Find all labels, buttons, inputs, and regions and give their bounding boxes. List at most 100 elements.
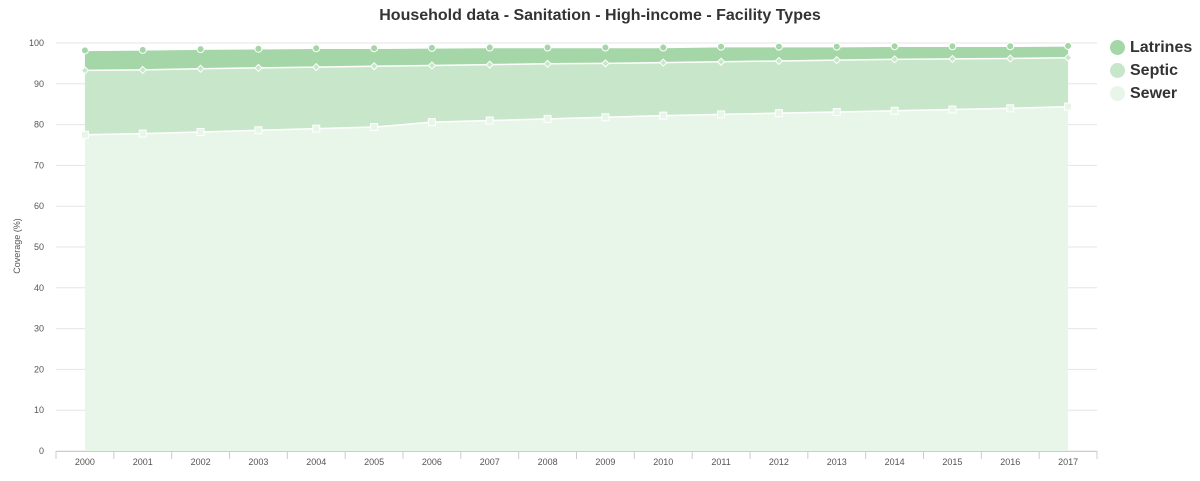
- marker-septic-2009: [601, 59, 610, 68]
- marker-latrines-2013: [832, 42, 841, 51]
- x-tick-label-2008: 2008: [538, 457, 558, 467]
- x-tick-label-2002: 2002: [191, 457, 211, 467]
- area-layer: [84, 45, 1069, 451]
- marker-sewer-2004: [312, 124, 321, 133]
- marker-sewer-2017: [1064, 102, 1073, 111]
- marker-septic-2017: [1063, 53, 1073, 62]
- marker-septic-2010: [659, 58, 668, 67]
- legend-item-latrines[interactable]: Latrines: [1110, 36, 1192, 59]
- legend: Latrines Septic Sewer: [1110, 36, 1192, 105]
- marker-sewer-2016: [1006, 104, 1015, 113]
- marker-septic-2004: [312, 62, 321, 72]
- marker-latrines-2001: [138, 45, 147, 54]
- line-sewer: [84, 105, 1069, 136]
- marker-sewer-2006: [427, 118, 436, 127]
- marker-septic-2012: [774, 56, 784, 66]
- marker-latrines-2005: [370, 44, 379, 53]
- x-tick-label-2005: 2005: [364, 457, 384, 467]
- marker-sewer-2013: [832, 107, 841, 116]
- line-septic: [84, 56, 1069, 72]
- y-tick-label-50: 50: [34, 242, 44, 252]
- marker-latrines-2015: [948, 42, 957, 51]
- y-tick-label-60: 60: [34, 201, 44, 211]
- legend-label-latrines: Latrines: [1130, 38, 1193, 56]
- marker-sewer-2014: [890, 106, 899, 115]
- x-tick-label-2011: 2011: [711, 457, 730, 467]
- x-tick-label-2003: 2003: [248, 457, 268, 467]
- line-latrines: [84, 45, 1069, 52]
- marker-latrines-2004: [312, 44, 321, 53]
- marker-latrines-2017: [1064, 41, 1073, 50]
- marker-latrines-2006: [427, 43, 436, 52]
- marker-septic-2006: [427, 61, 437, 70]
- marker-septic-2005: [369, 62, 379, 71]
- marker-layer: [80, 41, 1073, 139]
- marker-latrines-2016: [1006, 42, 1015, 51]
- marker-sewer-2012: [774, 109, 783, 118]
- marker-sewer-2009: [601, 113, 610, 122]
- y-tick-label-70: 70: [34, 160, 44, 170]
- marker-sewer-2010: [659, 111, 668, 120]
- marker-sewer-2008: [543, 114, 552, 123]
- x-tick-label-2013: 2013: [827, 457, 847, 467]
- area-latrines: [84, 45, 1069, 71]
- marker-sewer-2001: [138, 129, 147, 138]
- y-tick-label-80: 80: [34, 120, 44, 130]
- x-tick-label-2006: 2006: [422, 457, 442, 467]
- chart-title: Household data - Sanitation - High-incom…: [379, 7, 821, 24]
- legend-swatch-septic: [1110, 63, 1125, 78]
- marker-septic-2013: [832, 55, 841, 65]
- axis-layer: 0 10 20 30 40 50 60 70 80 90 100 2000 2001 2002 2003 20…: [29, 38, 1098, 467]
- legend-swatch-latrines: [1110, 40, 1125, 55]
- marker-septic-2008: [543, 59, 552, 69]
- marker-latrines-2008: [543, 43, 552, 52]
- marker-latrines-2009: [601, 43, 610, 52]
- marker-latrines-2000: [80, 46, 89, 55]
- marker-septic-2007: [485, 60, 494, 69]
- legend-item-sewer[interactable]: Sewer: [1110, 82, 1192, 105]
- x-tick-label-2012: 2012: [769, 457, 789, 467]
- marker-latrines-2011: [717, 42, 726, 51]
- x-tick-label-2017: 2017: [1058, 457, 1078, 467]
- marker-septic-2016: [1006, 54, 1015, 63]
- marker-sewer-2003: [254, 126, 263, 135]
- x-tick-label-2004: 2004: [306, 457, 326, 467]
- y-tick-label-30: 30: [34, 324, 44, 334]
- x-tick-label-2015: 2015: [942, 457, 962, 467]
- area-sewer: [84, 106, 1069, 451]
- y-tick-label-0: 0: [39, 446, 44, 456]
- legend-label-septic: Septic: [1130, 61, 1179, 79]
- marker-septic-2014: [890, 55, 899, 64]
- x-tick-label-2014: 2014: [885, 457, 905, 467]
- marker-septic-2000: [80, 66, 90, 75]
- marker-latrines-2003: [254, 44, 263, 53]
- marker-latrines-2002: [196, 45, 205, 54]
- marker-sewer-2005: [370, 123, 379, 132]
- marker-septic-2001: [138, 65, 147, 75]
- marker-sewer-2000: [80, 130, 89, 139]
- marker-sewer-2007: [485, 116, 494, 125]
- marker-latrines-2010: [659, 43, 668, 52]
- marker-sewer-2011: [717, 110, 726, 119]
- x-tick-label-2007: 2007: [480, 457, 500, 467]
- y-axis-title: Coverage (%): [12, 218, 22, 274]
- legend-swatch-sewer: [1110, 86, 1125, 101]
- marker-latrines-2007: [485, 43, 494, 52]
- marker-septic-2002: [196, 64, 205, 73]
- x-tick-label-2010: 2010: [653, 457, 673, 467]
- marker-septic-2015: [948, 54, 957, 64]
- y-tick-label-40: 40: [34, 283, 44, 293]
- x-tick-label-2016: 2016: [1000, 457, 1020, 467]
- marker-latrines-2012: [774, 42, 783, 51]
- marker-septic-2003: [254, 63, 263, 73]
- marker-septic-2011: [716, 57, 726, 66]
- x-tick-label-2001: 2001: [133, 457, 153, 467]
- marker-sewer-2002: [196, 127, 205, 136]
- y-tick-label-90: 90: [34, 79, 44, 89]
- area-septic: [84, 57, 1069, 135]
- legend-item-septic[interactable]: Septic: [1110, 59, 1192, 82]
- y-tick-label-10: 10: [34, 405, 44, 415]
- x-tick-label-2009: 2009: [595, 457, 615, 467]
